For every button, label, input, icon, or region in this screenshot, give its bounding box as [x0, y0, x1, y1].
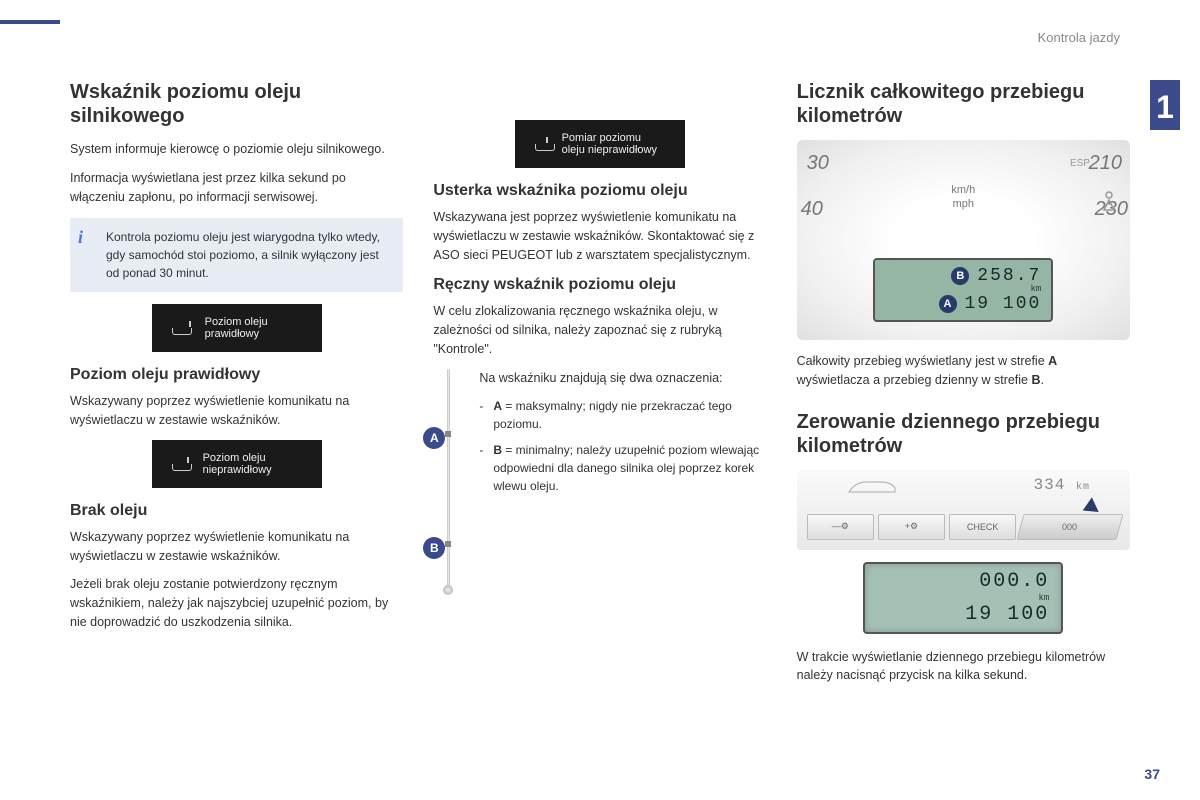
- gauge-cluster-image: 30 40 210 230 km/h mph ESP B 258.7 km A …: [797, 140, 1130, 340]
- dip-a-label: A: [493, 399, 502, 413]
- display-oil-fault: Pomiar poziomu oleju nieprawidłowy: [515, 120, 685, 168]
- dipstick-legend: Na wskaźniku znajdują się dwa oznaczenia…: [479, 369, 766, 589]
- dipstick-tip: [443, 585, 453, 595]
- lcd-badge-a: A: [939, 295, 957, 313]
- panel-btn-check: CHECK: [949, 514, 1016, 540]
- panel-btn-2: +⚙: [878, 514, 945, 540]
- od-B: B: [1031, 373, 1040, 387]
- oil-ok-heading: Poziom oleju prawidłowy: [70, 366, 403, 384]
- unit-mph: mph: [953, 198, 974, 210]
- dipstick-label-a: A: [423, 427, 445, 449]
- top-accent-bar: [0, 20, 60, 24]
- od-A: A: [1048, 354, 1057, 368]
- display-oil-ok: Poziom oleju prawidłowy: [152, 304, 322, 352]
- reset-button-row: —⚙ +⚙ CHECK 000: [807, 514, 1120, 540]
- oil-can-icon: [170, 457, 191, 471]
- esp-icon: ESP: [1070, 158, 1090, 169]
- info-icon: i: [78, 224, 98, 244]
- manual-dipstick-heading: Ręczny wskaźnik poziomu oleju: [433, 276, 766, 294]
- odometer-title: Licznik całkowitego przebiegu kilometrów: [797, 80, 1130, 128]
- dip-a-item: A = maksymalny; nigdy nie przekraczać te…: [479, 397, 766, 433]
- lcd-reset-display: 000.0 km 19 100: [863, 562, 1063, 634]
- trip-num: 334: [1034, 476, 1066, 494]
- dip-b-label: B: [493, 443, 502, 457]
- trip-reset-title: Zerowanie dziennego przebiegu kilometrów: [797, 410, 1130, 458]
- dipstick-shaft: [447, 369, 450, 589]
- manual-dipstick-text: W celu zlokalizowania ręcznego wskaźnika…: [433, 302, 766, 358]
- column-2: Pomiar poziomu oleju nieprawidłowy Uster…: [433, 80, 766, 695]
- lcd2-trip: 000.0: [877, 570, 1049, 593]
- display-oil-ok-text: Poziom oleju prawidłowy: [205, 316, 304, 340]
- panel-btn-reset: 000: [1017, 514, 1124, 540]
- display-oil-fault-text: Pomiar poziomu oleju nieprawidłowy: [562, 132, 667, 156]
- oil-missing-text-1: Wskazywany poprzez wyświetlenie komunika…: [70, 528, 403, 566]
- page-number: 37: [1144, 766, 1160, 782]
- display-oil-low: Poziom oleju nieprawidłowy: [152, 440, 322, 488]
- odometer-desc: Całkowity przebieg wyświetlany jest w st…: [797, 352, 1130, 390]
- lcd2-total: 19 100: [877, 603, 1049, 626]
- dip-intro: Na wskaźniku znajdują się dwa oznaczenia…: [479, 369, 766, 388]
- speedometer: 30 40 210 230 km/h mph ESP: [797, 148, 1130, 238]
- oil-can-icon: [170, 321, 193, 335]
- column-1: Wskaźnik poziomu oleju silnikowego Syste…: [70, 80, 403, 695]
- unit-kmh: km/h: [951, 184, 975, 196]
- dip-a-text: = maksymalny; nigdy nie przekraczać tego…: [493, 399, 731, 431]
- lcd-badge-b: B: [951, 267, 969, 285]
- trip-value: 334 km: [1034, 476, 1090, 494]
- display-oil-low-text: Poziom oleju nieprawidłowy: [203, 452, 304, 476]
- reset-panel-image: 334 km —⚙ +⚙ CHECK 000: [797, 470, 1130, 550]
- lcd-total-row: A 19 100: [885, 294, 1041, 314]
- info-box: i Kontrola poziomu oleju jest wiarygodna…: [70, 218, 403, 292]
- dip-b-text: = minimalny; należy uzupełnić poziom wle…: [493, 443, 759, 493]
- trip-unit: km: [1076, 482, 1090, 493]
- od-t2: wyświetlacza a przebieg dzienny w strefi…: [797, 373, 1032, 387]
- dipstick-mark-b: [445, 541, 451, 547]
- reset-000: 000: [1063, 522, 1078, 532]
- oil-ok-text: Wskazywany poprzez wyświetlenie komunika…: [70, 392, 403, 430]
- dipstick-label-b: B: [423, 537, 445, 559]
- oil-fault-heading: Usterka wskaźnika poziomu oleju: [433, 182, 766, 200]
- od-t3: .: [1041, 373, 1044, 387]
- dipstick-diagram: A B: [433, 369, 463, 589]
- speedo-210: 210: [1089, 152, 1122, 175]
- speedo-40: 40: [801, 198, 823, 221]
- lcd2-unit: km: [877, 593, 1049, 603]
- lcd-odometer: B 258.7 km A 19 100: [873, 258, 1053, 322]
- od-t1: Całkowity przebieg wyświetlany jest w st…: [797, 354, 1048, 368]
- lcd-total-value: 19 100: [965, 294, 1042, 314]
- dipstick-row: A B Na wskaźniku znajdują się dwa oznacz…: [433, 369, 766, 589]
- column-3: Licznik całkowitego przebiegu kilometrów…: [797, 80, 1130, 695]
- seatbelt-icon: [1100, 190, 1118, 212]
- oil-intro-2: Informacja wyświetlana jest przez kilka …: [70, 169, 403, 207]
- car-silhouette-icon: [847, 478, 897, 494]
- oil-missing-heading: Brak oleju: [70, 502, 403, 520]
- oil-can-icon: [533, 137, 550, 151]
- oil-intro-1: System informuje kierowcę o poziomie ole…: [70, 140, 403, 159]
- page-content: Wskaźnik poziomu oleju silnikowego Syste…: [70, 80, 1130, 695]
- lcd-trip-value: 258.7: [977, 266, 1041, 286]
- reset-instruction: W trakcie wyświetlanie dziennego przebie…: [797, 648, 1130, 686]
- lcd-trip-row: B 258.7: [885, 266, 1041, 286]
- oil-fault-text: Wskazywana jest poprzez wyświetlenie kom…: [433, 208, 766, 264]
- chapter-tab: 1: [1150, 80, 1180, 130]
- oil-missing-text-2: Jeżeli brak oleju zostanie potwierdzony …: [70, 575, 403, 631]
- section-header: Kontrola jazdy: [1038, 30, 1120, 45]
- dip-b-item: B = minimalny; należy uzupełnić poziom w…: [479, 441, 766, 495]
- speedo-30: 30: [807, 152, 829, 175]
- info-text: Kontrola poziomu oleju jest wiarygodna t…: [106, 230, 380, 280]
- dipstick-mark-a: [445, 431, 451, 437]
- panel-btn-1: —⚙: [807, 514, 874, 540]
- oil-indicator-title: Wskaźnik poziomu oleju silnikowego: [70, 80, 403, 128]
